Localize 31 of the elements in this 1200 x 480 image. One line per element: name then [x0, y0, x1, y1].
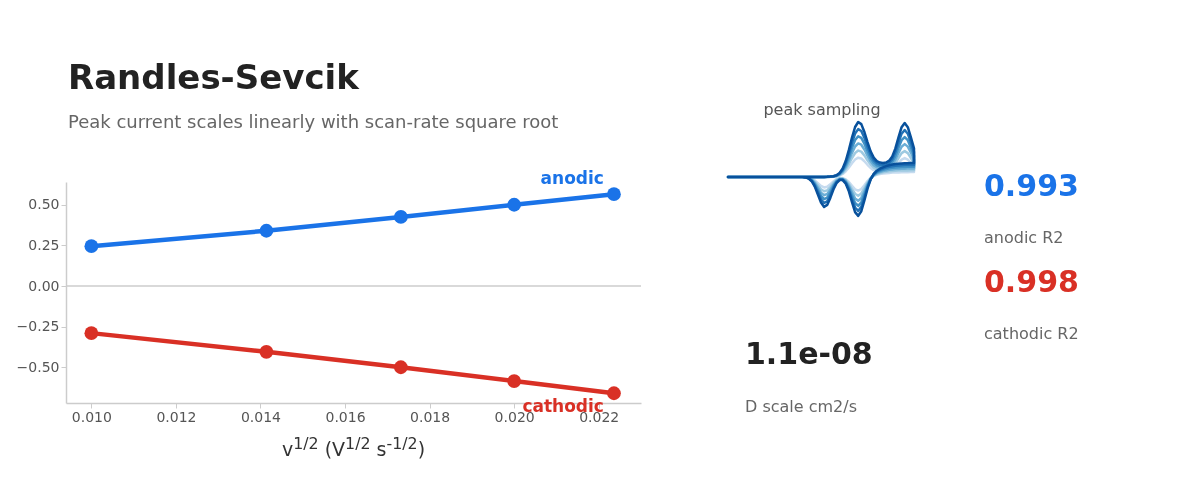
point [393, 360, 408, 375]
y-tick-label: 0.25 [28, 236, 60, 253]
chart-title: Randles-Sevcik [68, 57, 361, 98]
series-label: anodic [540, 168, 604, 189]
text: 0.993 [984, 168, 1079, 203]
y-tick-label: 0.00 [28, 277, 60, 294]
point [84, 239, 99, 254]
y-tick-label: −0.50 [16, 358, 60, 375]
text: 1.1e-08 [745, 336, 873, 371]
point [259, 223, 274, 238]
y-tick-label: 0.50 [28, 196, 60, 213]
point [607, 187, 621, 202]
point [507, 374, 522, 388]
text: anodic R2 [984, 228, 1064, 247]
x-tick-label: 0.012 [156, 408, 197, 425]
x-tick-label: 0.014 [240, 408, 282, 425]
x-tick-label: 0.010 [71, 408, 112, 425]
x-axis-title: v$^{1/2}$ (V$^{1/2}$ s$^{-1/2}$) [280, 434, 427, 461]
point [507, 197, 522, 212]
y-tick-label: −0.25 [16, 318, 60, 335]
x-tick-label: 0.016 [325, 408, 366, 425]
text: cathodic R2 [984, 324, 1079, 343]
point [259, 344, 274, 359]
x-tick-label: 0.018 [410, 408, 451, 425]
text: 0.998 [984, 264, 1079, 299]
point [393, 210, 408, 224]
point [607, 386, 621, 401]
point [84, 326, 99, 340]
chart-subtitle: Peak current scales linearly with scan-rate square root [68, 111, 559, 133]
text: peak sampling [763, 100, 881, 119]
text: D scale cm2/s [745, 397, 858, 416]
